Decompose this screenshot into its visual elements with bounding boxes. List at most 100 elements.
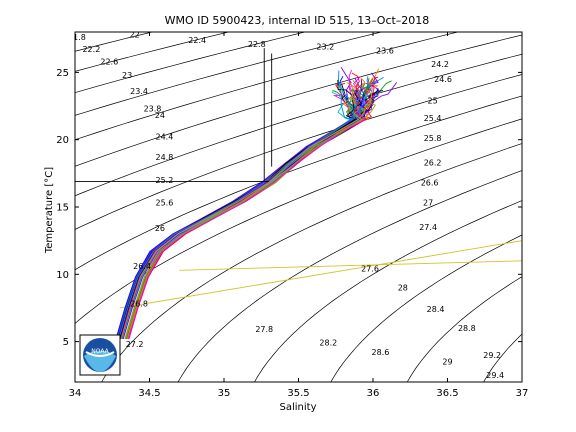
isopycnal-label: 28.8 — [458, 324, 476, 333]
x-axis: 34 34.5 35 35.5 36 36.5 37 — [69, 32, 529, 399]
plot-area: 1.8 22 22.4 22.8 23.2 23.6 24.2 24.6 22.222.6 23 2… — [0, 5, 522, 409]
isopycnal-label: 29.4 — [486, 371, 504, 380]
isopycnal-label: 26.8 — [130, 300, 148, 309]
isopycnal-line — [254, 200, 522, 382]
isopycnal-label: 22 — [130, 30, 140, 39]
reference-line — [119, 240, 522, 309]
x-axis-label: Salinity — [280, 402, 317, 413]
isopycnal-label: 25.2 — [155, 176, 173, 185]
isopycnal-label: 25.4 — [424, 114, 442, 123]
isopycnal-label: 24 — [155, 111, 165, 120]
profile-line — [124, 82, 363, 340]
profile-line — [122, 93, 368, 340]
isopycnal-label: 23.8 — [144, 104, 162, 113]
y-axis-label: Temperature [°C] — [44, 167, 55, 254]
isopycnal-line — [483, 333, 522, 382]
x-tick-label: 35.5 — [287, 388, 309, 399]
isopycnal-label: 26.4 — [133, 262, 151, 271]
profile-line — [117, 86, 367, 340]
isopycnal-line — [75, 53, 522, 197]
isopycnal-label: 22.6 — [100, 57, 118, 66]
isopycnal-line — [75, 118, 522, 325]
profile-line — [125, 88, 378, 340]
profile-line — [117, 91, 353, 340]
isopycnal-label: 28 — [398, 283, 408, 292]
isopycnal-label: 28.6 — [372, 348, 390, 357]
x-tick-label: 37 — [516, 388, 529, 399]
profile-line — [125, 82, 363, 340]
isopycnal-label: 24.6 — [434, 75, 452, 84]
profile-line — [118, 89, 361, 340]
isopycnal-label: 28.2 — [319, 339, 337, 348]
isopycnal-label: 28.4 — [427, 305, 445, 314]
profile-line — [122, 82, 359, 340]
isopycnal-label: 22.4 — [188, 36, 206, 45]
y-tick-label: 5 — [63, 337, 69, 348]
profile-line — [120, 83, 379, 340]
isopycnal-line — [0, 5, 37, 409]
profile-line — [118, 86, 368, 340]
isopycnal-label: 1.8 — [73, 33, 86, 42]
isopycnal-label: 22.2 — [82, 45, 100, 54]
isopycnal-label: 24.8 — [155, 153, 173, 162]
x-tick-label: 36 — [367, 388, 380, 399]
isopycnal-line — [75, 32, 307, 94]
isopycnal-line — [75, 32, 460, 141]
svg-text:NOAA: NOAA — [91, 348, 109, 355]
isopycnal-label: 24.4 — [155, 133, 173, 142]
profile-line — [122, 83, 360, 340]
profile-lines — [75, 48, 398, 340]
isopycnal-label: 27.2 — [126, 340, 144, 349]
profile-line — [127, 91, 365, 340]
isopycnal-label: 26 — [155, 224, 165, 233]
chart-title: WMO ID 5900423, internal ID 515, 13–Oct–… — [165, 14, 430, 27]
y-tick-label: 20 — [56, 135, 69, 146]
isopycnal-label: 29.2 — [483, 351, 501, 360]
isopycnal-line — [101, 143, 522, 382]
profile-line — [263, 48, 273, 181]
profile-line — [117, 89, 356, 340]
isopycnal-label: 29 — [442, 358, 452, 367]
isopycnal-line — [177, 170, 522, 382]
isopycnal-label: 27.6 — [361, 265, 379, 274]
y-axis: 5 10 15 20 25 — [56, 68, 522, 348]
isopycnal-label: 23.6 — [376, 47, 394, 56]
isopycnal-line — [406, 276, 522, 382]
isopycnal-label: 23.2 — [316, 43, 334, 52]
isopycnal-label: 23.4 — [130, 87, 148, 96]
reference-line — [179, 260, 522, 271]
noaa-logo: NOAA — [79, 334, 121, 376]
isopycnal-label: 25.8 — [424, 134, 442, 143]
isopycnal-line — [75, 74, 522, 230]
x-tick-label: 36.5 — [436, 388, 458, 399]
isopycnal-labels: 1.8 22 22.4 22.8 23.2 23.6 24.2 24.6 22.222.6 23 2… — [73, 30, 504, 380]
isopycnal-label: 23 — [122, 71, 132, 80]
profile-line — [117, 90, 362, 340]
y-tick-label: 15 — [56, 203, 69, 214]
y-tick-label: 25 — [56, 68, 69, 79]
isopycnal-line — [75, 95, 522, 271]
x-tick-label: 34 — [69, 388, 82, 399]
isopycnal-label: 25.6 — [155, 199, 173, 208]
profile-line — [127, 90, 364, 340]
isopycnal-label: 25 — [428, 96, 438, 105]
profile-line — [122, 94, 361, 340]
reference-lines — [119, 240, 522, 309]
isopycnal-line — [330, 234, 522, 382]
profile-line — [116, 72, 380, 340]
profile-line — [126, 88, 369, 340]
profile-line — [128, 83, 368, 340]
x-tick-label: 35 — [218, 388, 231, 399]
isopycnal-label: 22.8 — [248, 40, 266, 49]
x-tick-label: 34.5 — [138, 388, 160, 399]
isopycnal-line — [75, 32, 383, 116]
plot-frame — [74, 31, 523, 383]
isopycnal-label: 26.6 — [421, 178, 439, 187]
isopycnal-label: 24.2 — [431, 60, 449, 69]
isopycnal-label: 26.2 — [424, 158, 442, 167]
isopycnal-label: 27 — [423, 199, 433, 208]
y-tick-label: 10 — [56, 270, 69, 281]
isopycnal-label: 27.8 — [255, 325, 273, 334]
profile-line — [126, 94, 363, 340]
